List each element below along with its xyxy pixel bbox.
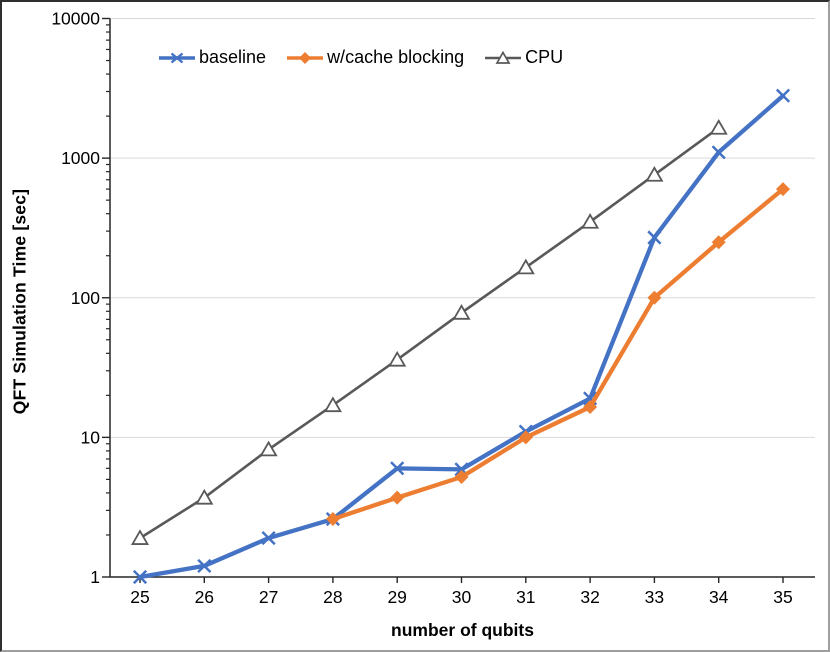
data-point-marker xyxy=(709,118,728,135)
triangle-marker-icon xyxy=(485,50,522,64)
data-point-marker xyxy=(776,182,790,197)
data-point-marker xyxy=(647,230,662,245)
y-tick-label: 100 xyxy=(71,288,100,308)
x-tick-label: 34 xyxy=(709,587,729,607)
data-point-marker xyxy=(132,569,148,585)
x-tick-label: 30 xyxy=(452,587,472,607)
data-point-marker xyxy=(454,462,469,477)
data-point-marker xyxy=(197,558,212,574)
x-tick-label: 27 xyxy=(259,587,278,607)
data-point-marker xyxy=(130,529,150,545)
y-tick-label: 10 xyxy=(81,427,101,447)
data-point-marker xyxy=(775,88,791,103)
x-tick-label: 32 xyxy=(580,587,599,607)
y-tick-label: 10000 xyxy=(51,9,100,29)
y-tick-label: 1000 xyxy=(61,148,100,168)
legend-item-baseline: baseline xyxy=(158,47,266,68)
data-point-marker xyxy=(645,165,664,182)
x-tick-label: 26 xyxy=(195,587,214,607)
data-point-marker xyxy=(452,304,471,320)
legend-item-cpu: CPU xyxy=(484,47,563,68)
data-point-marker xyxy=(390,490,405,505)
data-point-marker xyxy=(647,290,662,305)
x-tick-label: 29 xyxy=(387,587,406,607)
x-axis-title: number of qubits xyxy=(391,620,534,640)
data-point-marker xyxy=(518,430,533,445)
x-tick-label: 25 xyxy=(130,587,149,607)
data-point-marker xyxy=(516,258,535,275)
data-point-marker xyxy=(325,512,340,527)
x-tick-label: 33 xyxy=(645,587,664,607)
data-point-marker xyxy=(583,391,598,406)
data-point-marker xyxy=(581,212,600,229)
legend: baseline w/cache blocking CPU xyxy=(158,47,563,68)
x-tick-label: 31 xyxy=(516,587,535,607)
data-point-marker xyxy=(390,461,405,476)
legend-label-baseline: baseline xyxy=(199,47,267,67)
data-point-marker xyxy=(711,235,726,250)
x-tick-label: 35 xyxy=(773,587,792,607)
data-point-marker xyxy=(454,470,469,485)
data-point-marker xyxy=(583,400,598,415)
series-line-w-cache-blocking xyxy=(330,186,786,522)
x-tick-label: 28 xyxy=(323,587,342,607)
legend-label-cpu: CPU xyxy=(525,47,564,67)
series-line-baseline xyxy=(137,93,786,580)
data-point-marker xyxy=(195,488,214,505)
diamond-marker-icon xyxy=(287,51,324,64)
x-marker-icon xyxy=(159,52,195,63)
data-point-marker xyxy=(259,440,278,457)
y-axis-title: QFT Simulation Time [sec] xyxy=(9,188,30,415)
data-point-marker xyxy=(323,396,342,413)
series-line-cpu xyxy=(138,126,720,540)
data-point-marker xyxy=(711,145,726,160)
legend-item-cache-blocking: w/cache blocking xyxy=(286,47,464,68)
data-point-marker xyxy=(261,530,276,546)
data-point-marker xyxy=(388,350,407,367)
y-tick-label: 1 xyxy=(90,567,100,587)
legend-label-cache-blocking: w/cache blocking xyxy=(327,47,465,67)
